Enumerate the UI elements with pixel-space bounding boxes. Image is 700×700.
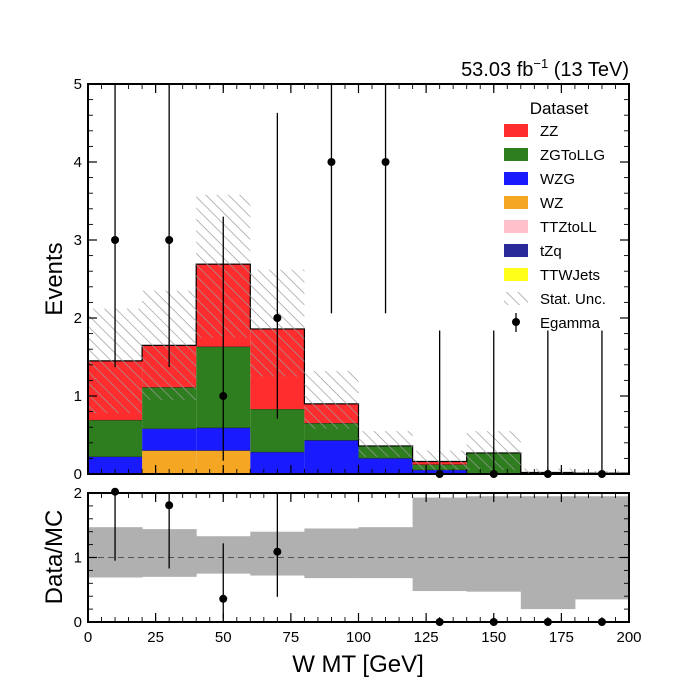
ratio-y-tick-label: 0: [74, 614, 82, 631]
legend-swatch-ttwjets: [504, 268, 528, 281]
main-panel: 0 1 2 3 4 5 Events Dataset ZZ ZGToLLG WZG WZ TTZt…: [41, 76, 630, 483]
legend-swatch-tzq: [504, 244, 528, 257]
x-tick-label: 150: [481, 629, 506, 646]
legend-swatch-zz: [504, 124, 528, 137]
data-point: [219, 392, 228, 400]
bar-wzg: [142, 428, 197, 451]
y-tick-label: 2: [74, 310, 82, 327]
data-point: [111, 236, 120, 244]
x-tick-label: 200: [616, 629, 641, 646]
legend-label-wz: WZ: [540, 195, 563, 212]
y-tick-label: 1: [74, 388, 82, 405]
ratio-y-tick-label: 2: [74, 485, 82, 502]
x-axis-label: W MT [GeV]: [292, 651, 424, 678]
legend-title: Dataset: [530, 99, 589, 118]
legend-label-zgtollg: ZGToLLG: [540, 147, 605, 164]
y-tick-label: 0: [74, 466, 82, 483]
unc-bin: [304, 371, 359, 429]
lumi-label: 53.03 fb−1 (13 TeV): [461, 56, 629, 81]
legend: Dataset ZZ ZGToLLG WZG WZ TTZtoLL tZq TTWJets S…: [504, 99, 606, 332]
x-tick-label: 0: [84, 629, 92, 646]
data-points: [111, 84, 606, 478]
ratio-unc-bin: [466, 496, 522, 592]
ratio-unc-bin: [358, 527, 414, 579]
legend-swatch-ttztoll: [504, 220, 528, 233]
ratio-unc-bin: [574, 496, 630, 600]
ratio-unc-bin: [520, 496, 576, 610]
y-tick-label: 5: [74, 76, 82, 93]
legend-label-stat-unc: Stat. Unc.: [540, 291, 606, 308]
ratio-panel: 0 1 2 0 25 50 75 100 125 150 175 200 Data/MC W MT […: [41, 485, 642, 678]
x-tick-label: 75: [283, 629, 300, 646]
bar-wzg: [304, 440, 359, 474]
data-point: [165, 236, 174, 244]
legend-label-ttztoll: TTZtoLL: [540, 219, 597, 236]
x-tick-label: 25: [147, 629, 164, 646]
legend-label-data: Egamma: [540, 315, 601, 332]
legend-swatch-wzg: [504, 172, 528, 185]
ratio-point: [273, 547, 282, 556]
ratio-point: [219, 594, 228, 603]
legend-label-zz: ZZ: [540, 123, 558, 140]
legend-label-ttwjets: TTWJets: [540, 267, 600, 284]
legend-swatch-wz: [504, 196, 528, 209]
ratio-plot-frame: [87, 492, 630, 623]
main-plot-frame: [87, 83, 630, 475]
legend-label-wzg: WZG: [540, 171, 575, 188]
bar-wz: [196, 450, 251, 474]
ratio-uncertainty-band: [88, 496, 630, 610]
x-tick-label: 175: [549, 629, 574, 646]
ratio-y-tick-label: 1: [74, 550, 82, 567]
ratio-unc-bin: [304, 528, 359, 579]
x-tick-label: 125: [414, 629, 439, 646]
data-point: [273, 314, 282, 322]
ratio-y-axis-label: Data/MC: [41, 510, 68, 605]
y-tick-label: 3: [74, 232, 82, 249]
legend-marker-data: [512, 318, 520, 326]
legend-label-tzq: tZq: [540, 243, 562, 260]
legend-swatch-zgtollg: [504, 148, 528, 161]
bar-zgtollg: [88, 420, 143, 457]
x-tick-label: 50: [215, 629, 232, 646]
y-tick-label: 4: [74, 154, 82, 171]
ratio-unc-bin: [412, 497, 468, 592]
data-point: [327, 158, 336, 166]
ratio-point: [165, 501, 174, 510]
data-point: [381, 158, 390, 166]
main-y-axis-label: Events: [41, 242, 68, 315]
unc-bin: [358, 431, 413, 457]
legend-swatch-stat-unc: [504, 292, 528, 305]
x-tick-label: 100: [346, 629, 371, 646]
